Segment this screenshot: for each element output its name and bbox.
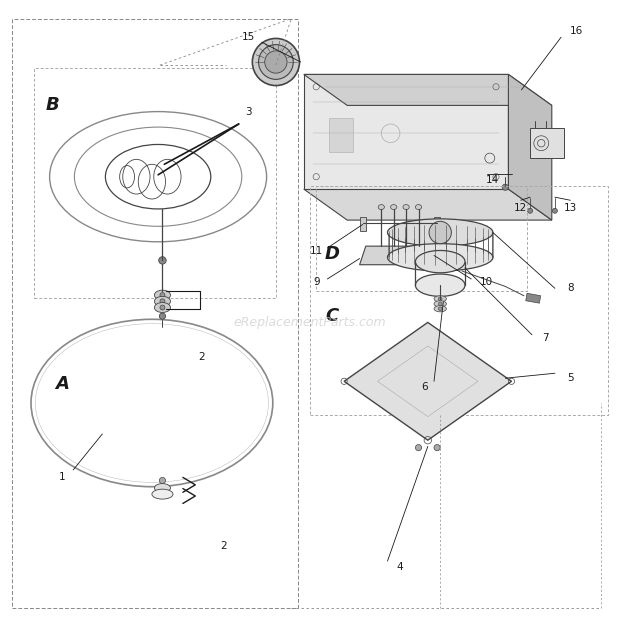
Circle shape xyxy=(160,293,165,298)
Text: 15: 15 xyxy=(241,32,255,42)
Ellipse shape xyxy=(403,205,409,210)
Text: 1: 1 xyxy=(59,472,65,482)
Text: 14: 14 xyxy=(486,175,500,185)
Polygon shape xyxy=(360,217,366,231)
Text: B: B xyxy=(46,96,60,115)
Text: 2: 2 xyxy=(198,352,205,361)
Ellipse shape xyxy=(434,301,446,307)
Circle shape xyxy=(438,302,442,306)
Ellipse shape xyxy=(154,303,170,312)
Circle shape xyxy=(528,208,533,213)
Ellipse shape xyxy=(415,205,422,210)
Circle shape xyxy=(259,45,293,79)
Bar xyxy=(34,68,276,298)
Text: 4: 4 xyxy=(397,562,403,572)
Polygon shape xyxy=(304,74,552,105)
Text: 9: 9 xyxy=(313,277,319,287)
Circle shape xyxy=(159,477,166,484)
Text: C: C xyxy=(325,307,339,326)
Text: 5: 5 xyxy=(567,373,574,383)
Circle shape xyxy=(265,51,287,73)
Text: 16: 16 xyxy=(570,26,583,36)
Ellipse shape xyxy=(378,205,384,210)
Polygon shape xyxy=(434,217,440,231)
Polygon shape xyxy=(344,322,512,440)
Ellipse shape xyxy=(391,205,397,210)
Polygon shape xyxy=(360,246,440,265)
Bar xyxy=(310,186,608,415)
Text: 8: 8 xyxy=(567,283,574,293)
Text: 3: 3 xyxy=(245,107,251,117)
Circle shape xyxy=(502,184,508,190)
Ellipse shape xyxy=(154,484,170,492)
Ellipse shape xyxy=(415,250,465,273)
Polygon shape xyxy=(304,74,508,189)
Ellipse shape xyxy=(152,489,173,499)
Circle shape xyxy=(415,445,422,451)
Ellipse shape xyxy=(154,290,170,300)
Text: 12: 12 xyxy=(514,203,528,213)
Ellipse shape xyxy=(434,296,446,302)
Polygon shape xyxy=(526,293,541,303)
Circle shape xyxy=(160,305,165,310)
Circle shape xyxy=(434,445,440,451)
Circle shape xyxy=(160,299,165,304)
Text: 7: 7 xyxy=(542,333,549,343)
Polygon shape xyxy=(304,189,552,220)
Circle shape xyxy=(159,257,166,264)
Circle shape xyxy=(438,307,442,311)
Circle shape xyxy=(552,208,557,213)
Text: 10: 10 xyxy=(480,277,494,287)
Text: D: D xyxy=(324,245,339,264)
Ellipse shape xyxy=(415,274,465,296)
Ellipse shape xyxy=(388,219,493,246)
Bar xyxy=(316,186,527,291)
Circle shape xyxy=(159,313,166,319)
Circle shape xyxy=(429,221,451,244)
Ellipse shape xyxy=(154,296,170,306)
Text: 11: 11 xyxy=(309,246,323,256)
Ellipse shape xyxy=(388,244,493,271)
Bar xyxy=(12,19,298,608)
Ellipse shape xyxy=(434,306,446,312)
Polygon shape xyxy=(508,74,552,220)
Text: 2: 2 xyxy=(220,541,226,551)
Text: 13: 13 xyxy=(564,203,577,213)
Bar xyxy=(530,128,564,158)
Bar xyxy=(329,118,353,152)
Text: A: A xyxy=(55,375,69,394)
Text: eReplacementParts.com: eReplacementParts.com xyxy=(234,316,386,329)
Circle shape xyxy=(438,297,442,301)
Circle shape xyxy=(252,38,299,86)
Text: 6: 6 xyxy=(422,383,428,392)
